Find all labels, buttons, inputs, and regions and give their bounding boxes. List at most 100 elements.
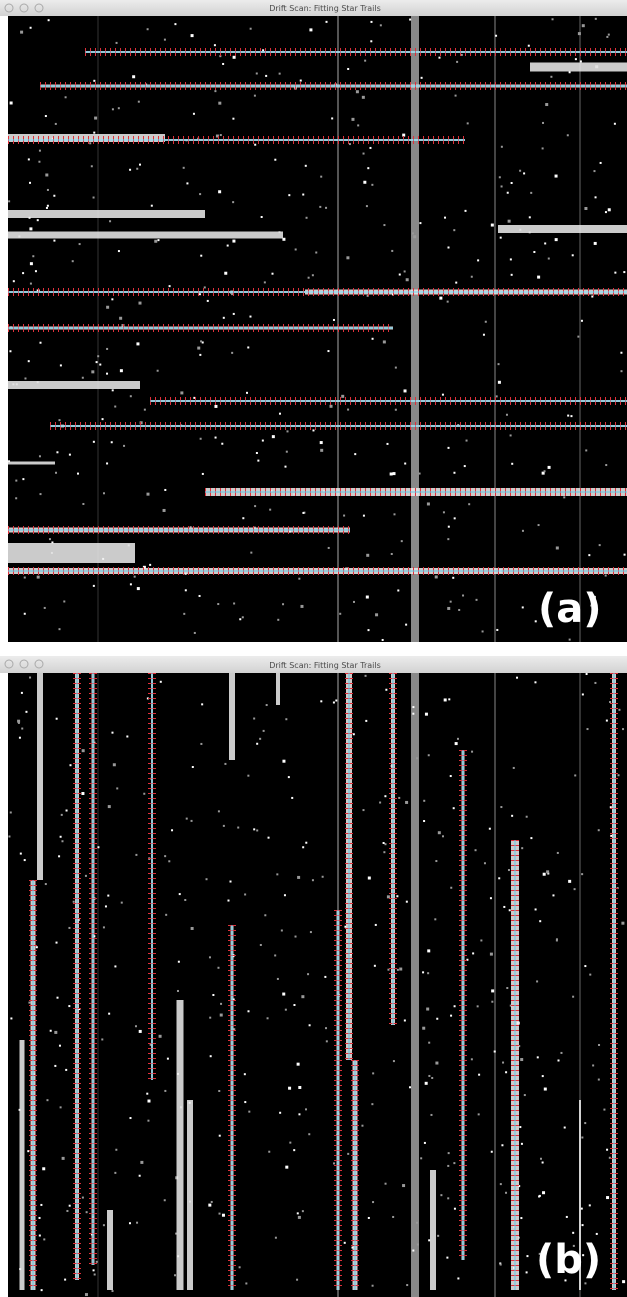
star: [346, 256, 349, 259]
star: [49, 538, 51, 540]
star: [406, 901, 408, 903]
star: [537, 276, 540, 279]
star: [197, 347, 200, 350]
star: [577, 336, 579, 338]
star: [171, 829, 173, 831]
star: [522, 606, 524, 608]
star: [538, 524, 540, 526]
star: [325, 1027, 327, 1029]
star: [62, 1157, 65, 1160]
star: [277, 978, 279, 980]
star: [544, 1088, 547, 1091]
star: [574, 888, 576, 890]
star: [93, 197, 95, 199]
star: [582, 693, 584, 695]
star: [53, 195, 55, 197]
star: [529, 216, 531, 218]
star: [448, 698, 450, 700]
star: [589, 1204, 591, 1206]
star: [146, 1093, 148, 1095]
star: [347, 1153, 349, 1155]
star: [464, 465, 466, 467]
star: [447, 301, 449, 303]
star: [563, 496, 565, 498]
star: [70, 764, 72, 766]
star: [135, 1025, 137, 1027]
star: [421, 77, 423, 79]
star: [295, 248, 297, 250]
star: [129, 1117, 131, 1119]
star: [15, 497, 17, 499]
star: [262, 49, 264, 51]
star: [455, 742, 458, 745]
star: [587, 728, 589, 730]
star: [130, 583, 132, 585]
star: [426, 1008, 429, 1011]
star: [45, 883, 47, 885]
star: [93, 585, 95, 587]
star: [618, 774, 620, 776]
star: [279, 73, 281, 75]
star: [614, 123, 616, 125]
star: [218, 810, 220, 812]
star: [424, 1142, 426, 1144]
star: [320, 700, 322, 702]
star: [305, 842, 307, 844]
star: [600, 162, 602, 164]
star: [609, 701, 611, 703]
star: [543, 873, 546, 876]
star: [365, 675, 367, 677]
star: [379, 802, 381, 804]
star: [60, 836, 62, 838]
star: [390, 473, 393, 476]
star: [476, 599, 478, 601]
star: [333, 701, 335, 703]
star: [505, 1192, 507, 1194]
star: [498, 381, 501, 384]
star: [20, 31, 23, 34]
star: [13, 280, 15, 282]
star: [177, 990, 179, 992]
star: [598, 1079, 600, 1081]
star: [454, 1208, 456, 1210]
star: [511, 463, 513, 465]
star: [491, 224, 494, 227]
star: [439, 297, 442, 300]
star: [286, 451, 288, 453]
star: [174, 1274, 176, 1276]
star: [10, 1017, 12, 1019]
star: [242, 616, 244, 618]
star: [168, 860, 170, 862]
star: [599, 544, 601, 546]
star: [443, 511, 445, 513]
star: [126, 735, 128, 737]
star: [542, 147, 544, 149]
star: [374, 965, 376, 967]
star: [404, 1019, 406, 1021]
star: [233, 602, 235, 604]
star: [366, 596, 369, 599]
star: [220, 1014, 223, 1017]
star: [392, 472, 395, 475]
star: [301, 995, 304, 998]
star: [30, 283, 32, 285]
star: [40, 493, 42, 495]
star: [298, 1113, 300, 1115]
star: [516, 677, 518, 679]
star: [123, 445, 125, 447]
star: [114, 965, 116, 967]
star: [45, 173, 48, 176]
star: [427, 949, 430, 952]
star: [519, 170, 521, 172]
star: [535, 908, 537, 910]
star: [475, 849, 477, 851]
star: [220, 1003, 222, 1005]
star: [393, 513, 395, 515]
star: [370, 40, 372, 42]
star: [438, 57, 440, 59]
star: [139, 164, 141, 166]
star: [96, 361, 98, 363]
image-view: [8, 673, 627, 1297]
star: [370, 21, 372, 23]
star: [595, 196, 597, 198]
